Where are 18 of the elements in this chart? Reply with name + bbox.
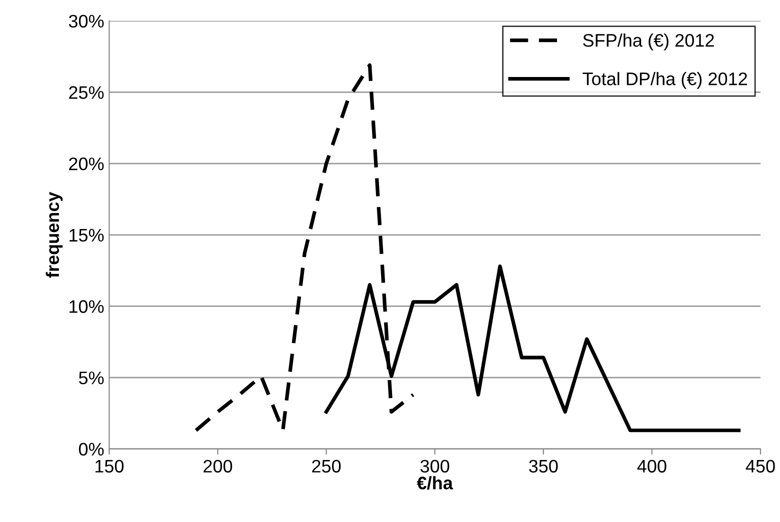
x-tick-label: 300 — [420, 460, 450, 473]
x-tick-label: 400 — [637, 460, 666, 473]
legend-label: SFP/ha (€) 2012 — [583, 34, 714, 50]
x-tick-label: 450 — [746, 460, 775, 473]
x-axis-title: €/ha — [416, 476, 454, 490]
y-tick-label: 10% — [70, 300, 104, 313]
x-tick-label: 150 — [96, 460, 124, 473]
y-tick-label: 0% — [78, 442, 104, 456]
y-tick-label: 5% — [78, 372, 104, 384]
y-tick-label: 25% — [69, 86, 104, 99]
x-tick-label: 250 — [312, 460, 341, 473]
y-tick-label: 15% — [70, 228, 104, 242]
y-axis-title: frequency — [46, 192, 63, 278]
y-tick-label: 20% — [69, 157, 104, 170]
legend-label: Total DP/ha (€) 2012 — [582, 72, 747, 89]
x-tick-label: 200 — [204, 460, 232, 473]
y-tick-label: 30% — [68, 14, 104, 28]
x-tick-label: 350 — [529, 460, 558, 473]
